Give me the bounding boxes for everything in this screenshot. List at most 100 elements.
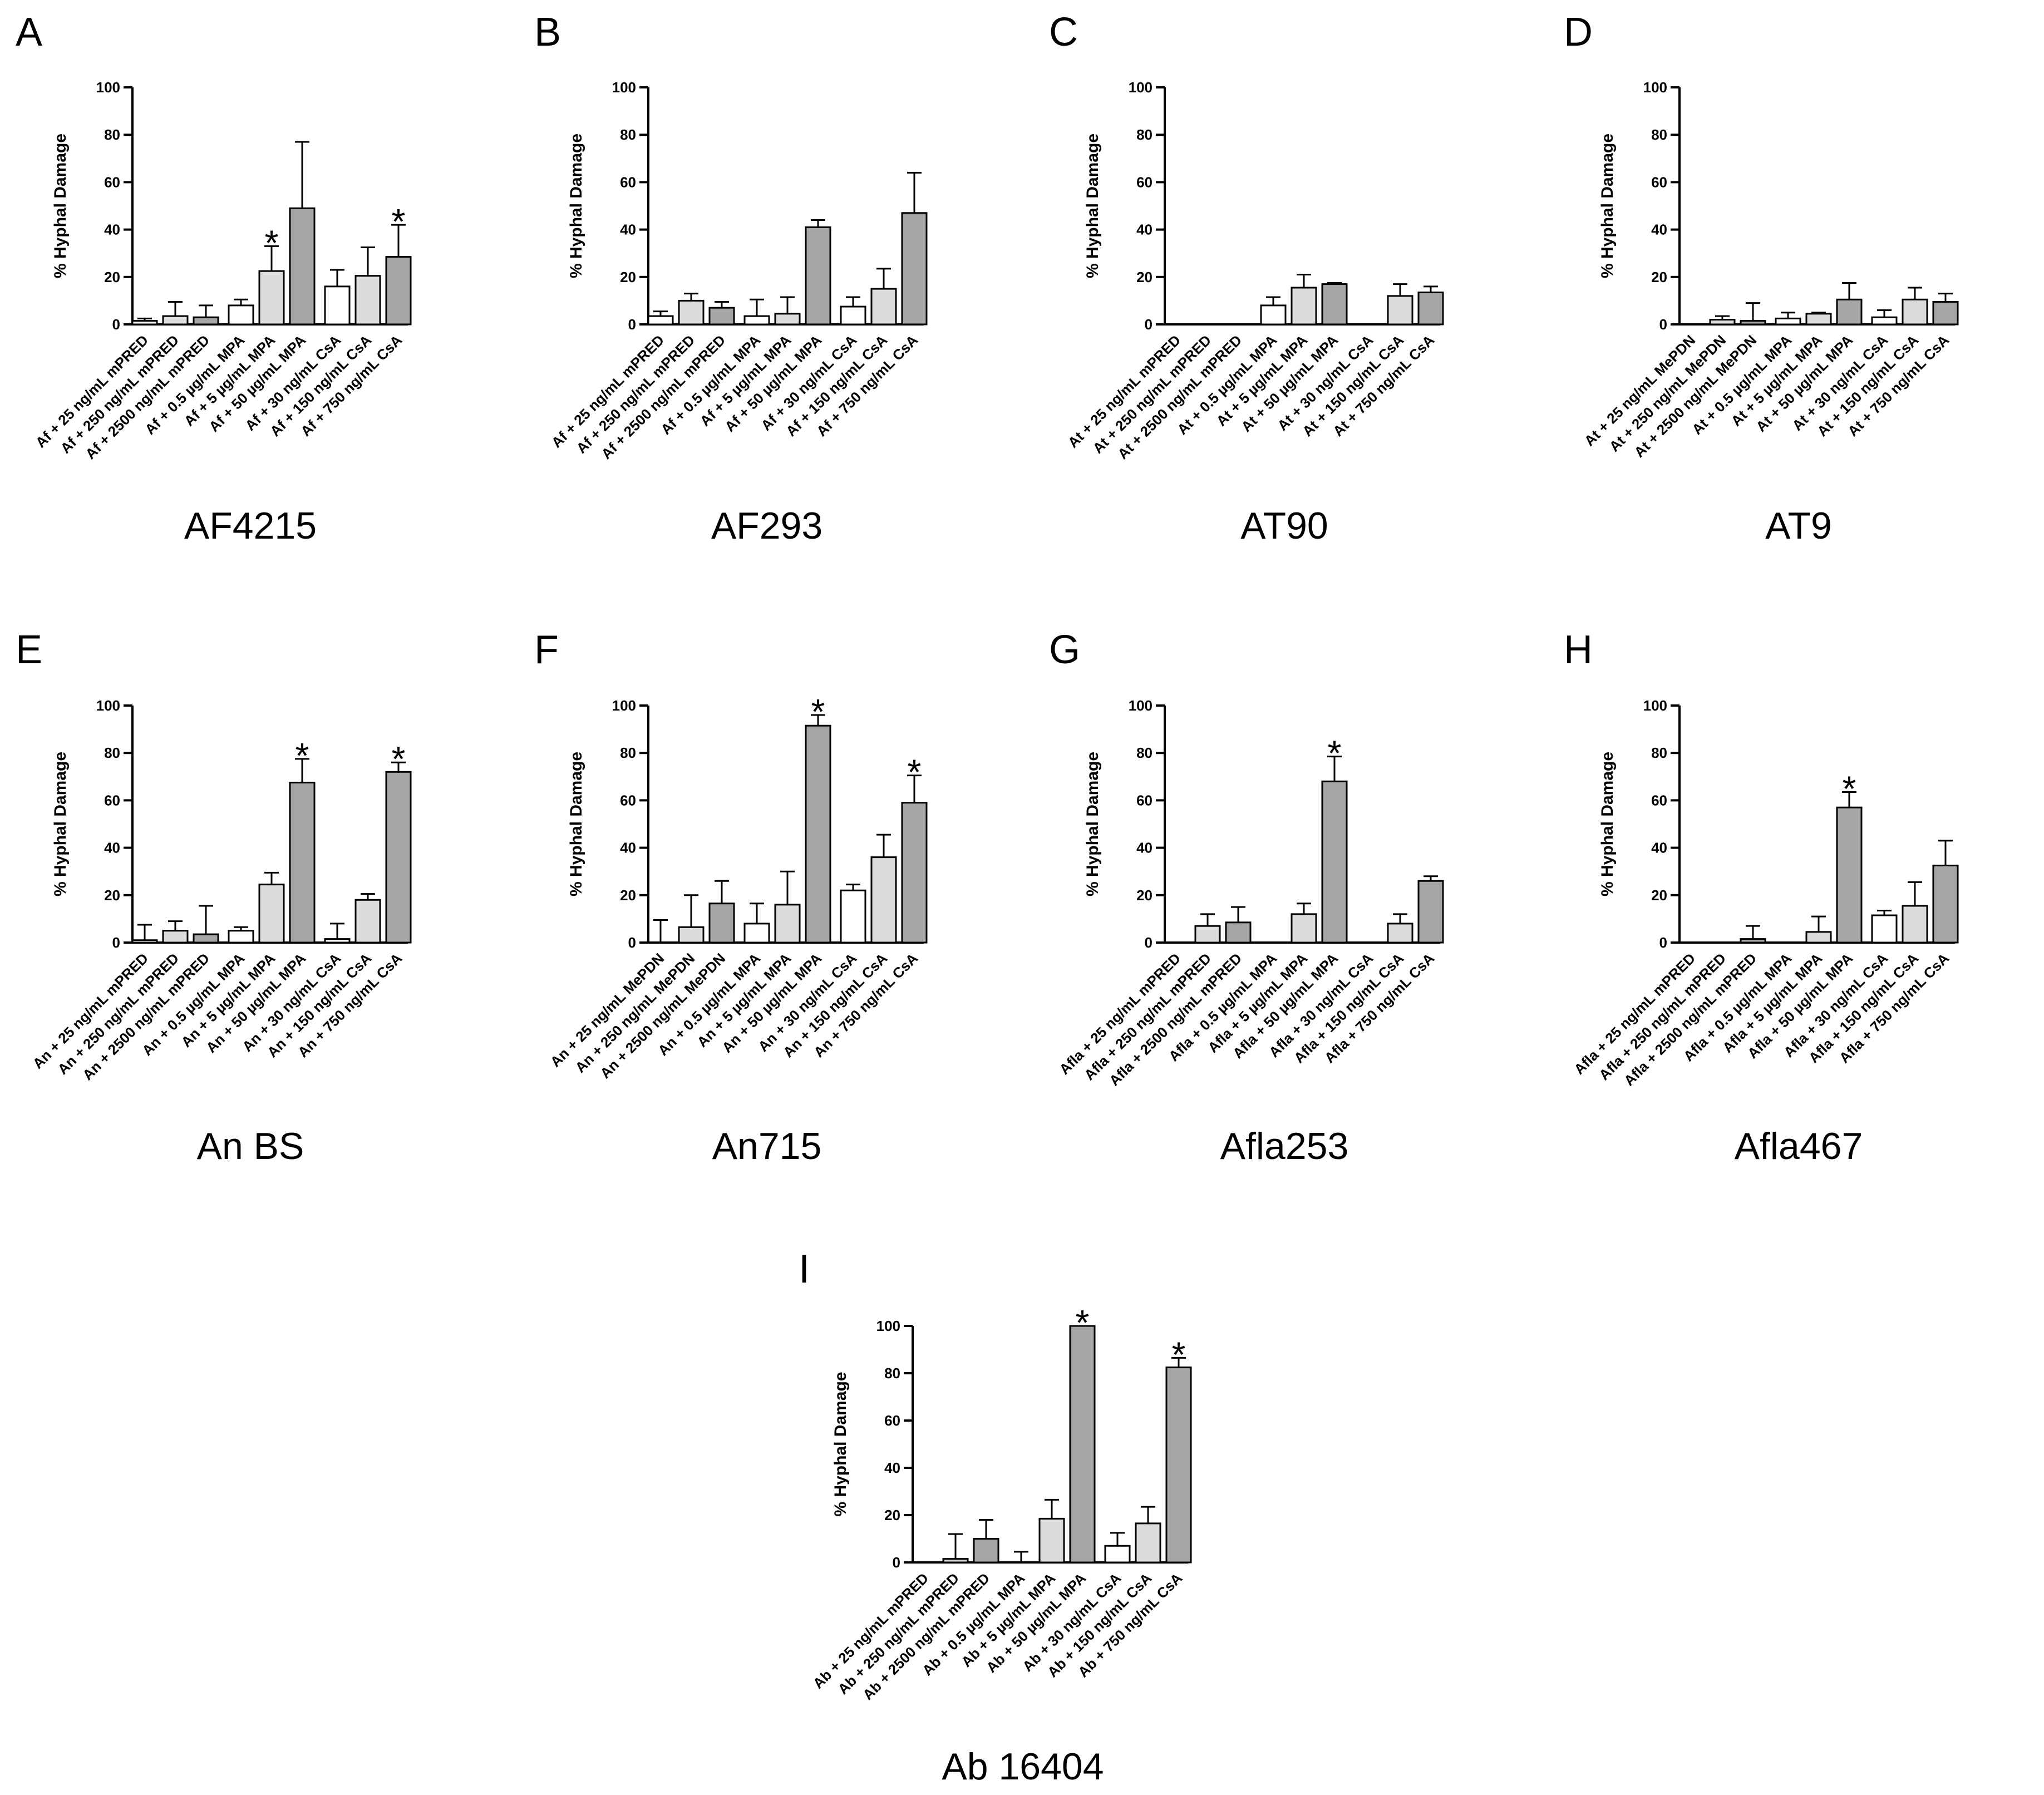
y-tick-label: 20 [620, 887, 636, 904]
bar [228, 930, 254, 944]
bar [193, 933, 219, 944]
x-tick-label: Afla + 25 ng/mL mPRED [1056, 950, 1184, 1078]
x-tick-label: At + 250 ng/mL mPRED [1090, 332, 1215, 457]
bar [228, 304, 254, 326]
x-tick-label: Afla + 250 ng/mL mPRED [1081, 950, 1214, 1083]
panel-letter: F [534, 628, 559, 672]
strain-title: Afla253 [1220, 1125, 1349, 1167]
y-tick-label: 0 [112, 316, 120, 333]
y-tick-label: 0 [1659, 316, 1667, 333]
y-tick-label: 20 [104, 887, 120, 904]
panel-f: F An715 0 20 40 60 80 100 % Hyphal Damage An + 25… [534, 628, 928, 1167]
x-tick-label: An + 250 ng/mL MePDN [572, 950, 698, 1076]
bar [774, 904, 801, 944]
x-tick-label: An + 250 ng/mL mPRED [54, 950, 182, 1078]
y-tick-label: 0 [1145, 934, 1152, 951]
bar [743, 315, 770, 326]
y-tick-label: 40 [1651, 221, 1667, 238]
x-tick-label: Afla + 2500 ng/mL mPRED [1621, 950, 1760, 1089]
panel-letter: A [16, 10, 42, 55]
y-tick-label: 0 [1145, 316, 1152, 333]
bar [1387, 295, 1413, 326]
significance-star: * [1843, 768, 1856, 808]
y-tick-label: 60 [1651, 792, 1667, 808]
bar [870, 288, 897, 326]
panel-letter: I [799, 1247, 810, 1291]
bar [385, 771, 412, 944]
x-tick-label: Af + 250 ng/mL mPRED [573, 332, 698, 457]
bar [708, 307, 735, 326]
strain-title: AT9 [1765, 505, 1832, 547]
panel-i: I Ab 16404 0 20 40 60 80 100 % Hyphal Damage Ab +… [799, 1247, 1192, 1788]
bar [385, 256, 412, 326]
y-tick-label: 20 [1136, 269, 1152, 285]
y-tick-label: 100 [1129, 79, 1152, 96]
bar [1165, 1366, 1192, 1564]
bar [1291, 287, 1317, 326]
y-tick-label: 20 [1651, 887, 1667, 904]
bar [1104, 1545, 1131, 1564]
bar [131, 939, 158, 944]
bar [162, 315, 189, 326]
significance-star: * [265, 223, 279, 263]
y-tick-label: 80 [620, 744, 636, 761]
y-axis-label: % Hyphal Damage [567, 134, 585, 278]
y-tick-label: 20 [620, 269, 636, 285]
panel-letter: H [1564, 628, 1593, 672]
bar [1387, 923, 1413, 944]
bar [647, 315, 674, 326]
y-tick-label: 100 [1643, 697, 1667, 714]
x-tick-label: Af + 250 ng/mL mPRED [57, 332, 183, 457]
y-axis-label: % Hyphal Damage [831, 1372, 850, 1516]
y-tick-label: 60 [1136, 174, 1152, 190]
bar [1805, 931, 1832, 944]
significance-star: * [392, 739, 406, 779]
y-axis-label: % Hyphal Damage [1598, 752, 1617, 896]
bar [840, 305, 866, 326]
y-tick-label: 60 [620, 174, 636, 190]
y-tick-label: 80 [1651, 126, 1667, 143]
panel-g: G Afla253 0 20 40 60 80 100 % Hyphal Damage Afla … [1049, 628, 1444, 1167]
x-tick-label: Afla + 25 ng/mL mPRED [1570, 950, 1698, 1078]
x-tick-label: Afla + 250 ng/mL mPRED [1595, 950, 1729, 1083]
y-axis-label: % Hyphal Damage [51, 752, 70, 896]
y-tick-label: 20 [104, 269, 120, 285]
y-tick-label: 80 [1136, 126, 1152, 143]
bar [131, 320, 158, 326]
y-axis-label: % Hyphal Damage [1083, 752, 1102, 896]
bar [1038, 1517, 1065, 1564]
y-tick-label: 40 [1136, 840, 1152, 856]
bar [678, 926, 705, 944]
y-tick-label: 40 [1136, 221, 1152, 238]
bar [973, 1538, 999, 1564]
y-axis-label: % Hyphal Damage [567, 752, 585, 896]
bar [354, 275, 381, 326]
strain-title: AT90 [1240, 505, 1328, 547]
panel-b: B AF293 0 20 40 60 80 100 % Hyphal Damage Af + 25… [534, 10, 928, 547]
bar [1871, 914, 1898, 944]
y-tick-label: 40 [104, 840, 120, 856]
bar [1291, 913, 1317, 944]
strain-title: AF293 [711, 505, 822, 547]
significance-star: * [908, 752, 922, 792]
strain-title: An715 [712, 1125, 822, 1167]
panel-e: E An BS 0 20 40 60 80 100 % Hyphal Damage An + 25… [16, 628, 412, 1167]
x-tick-label: An + 25 ng/mL mPRED [29, 950, 152, 1072]
significance-star: * [1328, 733, 1342, 773]
y-tick-label: 80 [104, 744, 120, 761]
y-tick-label: 0 [1659, 934, 1667, 951]
bar [743, 923, 770, 944]
bar [1932, 301, 1959, 326]
y-axis-label: % Hyphal Damage [51, 134, 70, 278]
y-tick-label: 60 [620, 792, 636, 808]
y-tick-label: 60 [104, 792, 120, 808]
bar [840, 889, 866, 944]
bar [901, 802, 928, 944]
bar [1902, 905, 1928, 944]
panel-letter: G [1049, 628, 1080, 672]
panel-letter: D [1564, 10, 1593, 55]
y-tick-label: 0 [628, 316, 636, 333]
y-tick-label: 100 [876, 1318, 900, 1334]
